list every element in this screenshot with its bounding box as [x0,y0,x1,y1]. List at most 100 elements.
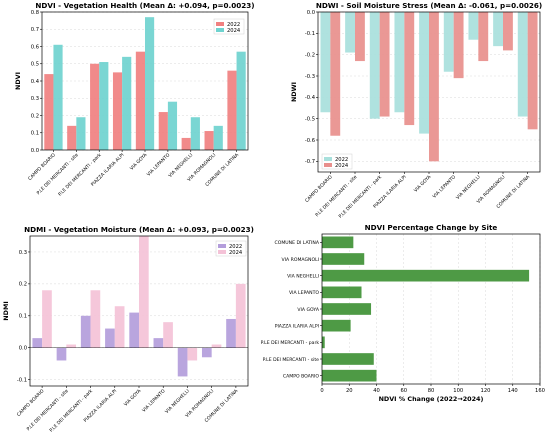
y-tick-label: -0.3 [305,74,315,80]
y-tick-label: PIAZZA ILARIA ALPI [275,323,319,329]
x-tick-label: VIA GOYA [123,388,143,408]
bar-2024-5 [163,322,173,348]
bar-2022-8 [227,70,237,150]
bar-2022-4 [135,51,145,150]
bar-2024-6 [187,347,198,361]
y-tick-label: -0.1 [17,377,27,383]
bar-2022-4 [129,312,139,348]
y-axis-label: NDWI [290,82,298,102]
legend-label: 2024 [227,28,241,34]
legend-swatch-2024 [218,250,226,254]
bar-4 [322,303,372,315]
y-tick-label: 0.1 [31,131,39,137]
bar-2022-8 [226,318,236,348]
bar-2022-6 [468,12,479,40]
legend-swatch-2022 [218,244,226,248]
y-tick-label: 0.5 [31,62,39,68]
chart-panel-3: 0 20 40 60 80 100 120 140 160 COMUNE DI LATINA VIA… [261,223,545,403]
bar-2024-0 [330,12,341,136]
bar-2024-7 [213,125,223,150]
bar-2024-4 [429,12,439,162]
y-tick-label: -0.1 [305,31,315,37]
bar-2022-7 [201,347,212,358]
bar-2024-1 [66,344,77,348]
x-tick-label: 120 [481,388,491,394]
bar-2022-0 [44,74,54,150]
x-axis-label: NDVI % Change (2022→2024) [379,395,484,403]
legend-swatch-2022 [216,22,224,26]
legend-swatch-2024 [324,163,332,167]
legend-label: 2024 [335,163,349,169]
y-tick-label: P.LE DEI MERCANTI - site [263,357,320,363]
bar-2024-5 [453,12,464,79]
bar-2 [322,269,530,282]
y-tick-label: -0.4 [305,95,316,101]
x-tick-label: 160 [535,388,545,394]
bar-2022-3 [112,72,123,150]
bar-2024-8 [527,12,538,130]
x-tick-label: 100 [453,388,463,394]
bar-5 [322,319,351,332]
bar-2022-2 [369,12,380,119]
bar-2024-1 [76,117,86,150]
y-tick-label: P.LE DEI MERCANTI - park [261,340,320,346]
y-tick-label: VIA LEPANTO [289,290,319,296]
bar-2024-8 [236,51,246,150]
x-tick-label: P.LE DEI MERCANTI - site [36,152,80,196]
bar-2022-5 [153,338,164,348]
legend-label: 2022 [227,22,240,28]
x-tick-label: 60 [400,388,407,394]
bar-2022-2 [90,63,100,150]
y-tick-label: 0.8 [31,10,39,16]
y-tick-label: COMUNE DI LATINA [275,240,320,246]
bar-2024-1 [355,12,365,62]
legend-swatch-2024 [216,28,224,32]
bar-2024-2 [379,12,390,117]
bar-2024-6 [190,117,200,150]
legend-label: 2024 [229,250,243,256]
y-axis-label: NDMI [2,301,10,320]
legend-swatch-2022 [324,157,332,161]
y-tick-label: -0.5 [305,116,315,122]
y-tick-label: 0.4 [31,79,40,85]
bar-7 [322,353,374,365]
y-tick-label: VIA NEGHELLI [287,273,319,279]
bar-2022-6 [181,137,191,150]
bar-2022-1 [67,125,77,150]
y-tick-label: 0.0 [307,10,315,16]
y-tick-label: CAMPO BOARIO [283,373,319,379]
chart-title: NDMI - Vegetation Moisture (Mean Δ: +0.0… [24,225,254,234]
x-tick-label: P.LE DEI MERCANTI - park [48,388,94,434]
bar-3 [322,286,362,299]
bar-2022-1 [56,347,67,361]
legend-label: 2022 [229,244,242,250]
x-tick-label: VIA NEGHELLI [164,388,191,415]
y-tick-label: 0.2 [19,282,27,288]
chart-title: NDWI - Soil Moisture Stress (Mean Δ: -0.… [316,1,542,10]
bar-2024-5 [167,101,178,150]
bar-2022-8 [517,12,528,117]
bar-2024-6 [478,12,489,62]
chart-title: NDVI Percentage Change by Site [365,223,498,232]
bar-2024-4 [139,236,149,348]
y-tick-label: -0.2 [305,52,315,58]
y-tick-label: VIA GOYA [297,307,319,313]
bar-2024-3 [114,306,125,348]
bar-2022-2 [80,315,91,348]
bar-2022-0 [32,338,43,348]
x-tick-label: 140 [508,388,518,394]
bar-2024-4 [145,17,155,150]
bar-2022-3 [105,328,115,348]
x-tick-label: VIA LEPANTO [146,152,172,178]
bar-2024-3 [404,12,415,126]
y-tick-label: 0.7 [31,27,39,33]
y-tick-label: 0.0 [31,148,39,154]
y-tick-label: -0.6 [305,138,315,144]
x-tick-label: P.LE DEI MERCANTI - park [338,174,384,220]
bar-2022-7 [204,131,214,150]
bar-0 [322,236,354,249]
bar-2024-8 [235,283,246,348]
x-tick-label: 0 [320,388,323,394]
